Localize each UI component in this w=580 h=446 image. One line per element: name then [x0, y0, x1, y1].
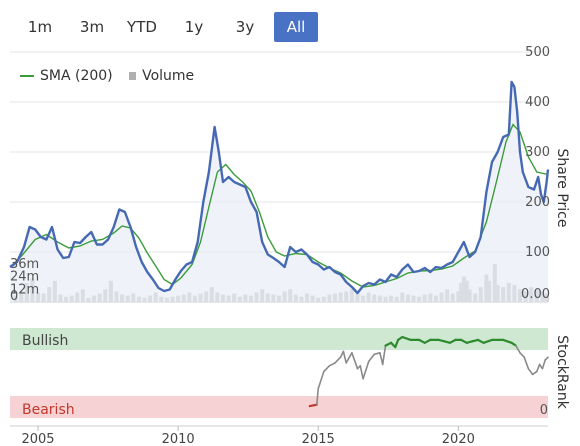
price-tick-label: 0.00	[521, 287, 550, 302]
range-button-3m[interactable]: 3m	[79, 18, 105, 36]
price-axis-title: Share Price	[554, 148, 570, 227]
stockrank-line-segment[interactable]	[322, 364, 331, 373]
stockrank-line-segment[interactable]	[527, 367, 534, 376]
range-button-1m[interactable]: 1m	[27, 18, 53, 36]
price-tick-label: 100	[525, 245, 550, 260]
volume-tick-label: 36m	[10, 257, 39, 272]
x-tick-label: 2020	[442, 432, 475, 446]
stockrank-line-segment[interactable]	[523, 356, 530, 370]
bullish-band	[10, 328, 548, 350]
price-tick-label: 500	[525, 45, 550, 60]
share-price-line[interactable]	[9, 80, 550, 295]
stockrank-axis-title: StockRank	[554, 335, 570, 410]
x-tick-label: 2015	[302, 432, 335, 446]
chart-legend: SMA (200) Volume	[20, 68, 194, 84]
stockrank-line-segment[interactable]	[531, 370, 538, 376]
stockrank-line-segment[interactable]	[351, 351, 359, 370]
stockrank-line-segment[interactable]	[482, 338, 494, 344]
stockrank-line-segment[interactable]	[317, 370, 325, 390]
sma-line[interactable]	[12, 123, 549, 288]
stockrank-line-segment[interactable]	[315, 387, 320, 406]
stockrank-line-segment[interactable]	[345, 351, 353, 364]
stockrank-line-segment[interactable]	[514, 344, 521, 354]
stockrank-line-segment[interactable]	[381, 344, 387, 366]
stockrank-line-segment[interactable]	[535, 363, 541, 373]
stockrank-line-segment[interactable]	[308, 403, 318, 408]
stockrank-line-segment[interactable]	[401, 335, 412, 341]
range-button-all[interactable]: All	[274, 12, 318, 42]
stockrank-line-segment[interactable]	[328, 362, 336, 367]
stockrank-line-segment[interactable]	[334, 356, 342, 364]
price-tick-label: 400	[525, 95, 550, 110]
stockrank-line-segment[interactable]	[362, 360, 370, 380]
volume-tick-label: 12m	[10, 282, 39, 297]
bullish-label: Bullish	[22, 333, 68, 349]
stockrank-line-segment[interactable]	[373, 351, 381, 356]
volume-legend-swatch	[129, 72, 137, 80]
bearish-label: Bearish	[22, 402, 75, 418]
x-tick-label: 2010	[162, 432, 195, 446]
sma-legend-swatch	[20, 75, 34, 77]
volume-legend-label[interactable]: Volume	[142, 68, 195, 84]
stockrank-tick-label: 0	[540, 403, 548, 418]
stockrank-line-segment[interactable]	[541, 359, 547, 370]
stockrank-line-segment[interactable]	[502, 338, 513, 344]
range-button-1y[interactable]: 1y	[184, 18, 204, 36]
sma-legend-label[interactable]: SMA (200)	[40, 68, 113, 84]
bearish-band	[10, 396, 548, 418]
stockrank-line-segment[interactable]	[510, 341, 517, 347]
volume-tick-label: 24m	[10, 270, 39, 285]
x-tick-label: 2005	[21, 432, 54, 446]
stockrank-line-segment[interactable]	[394, 338, 400, 349]
stockrank-line-segment[interactable]	[367, 353, 376, 363]
stockrank-line-segment[interactable]	[342, 350, 348, 364]
stockrank-line-segment[interactable]	[359, 364, 364, 380]
price-tick-label: 300	[525, 145, 550, 160]
price-area	[10, 82, 548, 302]
volume-tick-label: 0	[10, 289, 18, 304]
range-button-ytd[interactable]: YTD	[127, 18, 157, 36]
stockrank-line-segment[interactable]	[544, 356, 549, 361]
range-button-3y[interactable]: 3y	[235, 18, 255, 36]
stockrank-line-segment[interactable]	[519, 351, 526, 359]
price-tick-label: 200	[525, 195, 550, 210]
